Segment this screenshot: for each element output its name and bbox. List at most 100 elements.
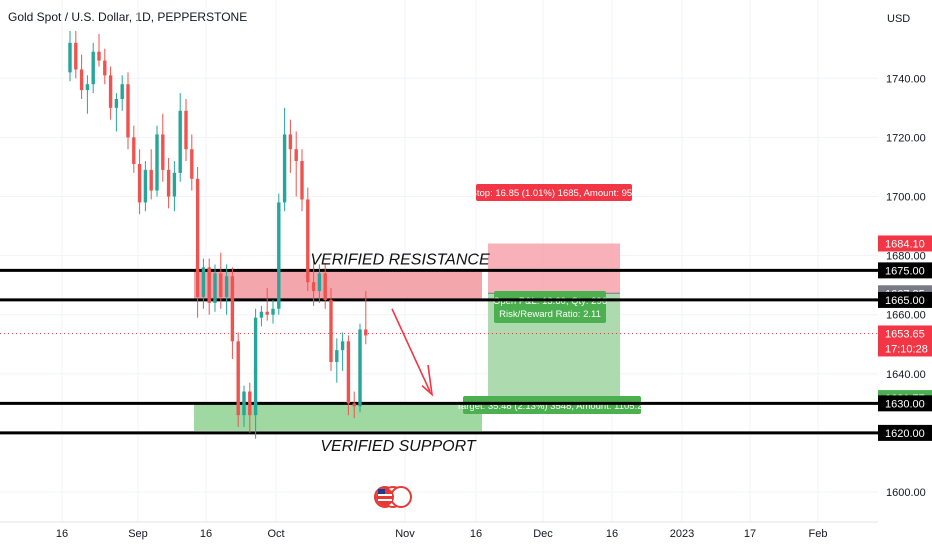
x-tick-label: 16	[200, 528, 212, 540]
price-tag-box	[878, 325, 932, 342]
axis-unit: USD	[887, 13, 910, 25]
x-tick-label: 16	[606, 528, 618, 540]
candle-body	[282, 134, 287, 203]
annotations: VERIFIED RESISTANCE VERIFIED SUPPORT	[310, 251, 490, 455]
candle-body	[300, 161, 304, 200]
candle-body	[68, 42, 72, 73]
price-tag-box	[878, 291, 932, 308]
candle-body	[277, 202, 281, 309]
candle-body	[137, 163, 142, 203]
x-tick-label: Oct	[267, 528, 284, 540]
arrow-head	[421, 364, 434, 397]
candle-body	[195, 178, 200, 297]
candle-body	[166, 169, 171, 197]
candle-body	[91, 51, 95, 85]
candle-body	[201, 267, 206, 297]
price-tag: 17:10:28	[885, 343, 928, 355]
rr-label: Risk/Reward Ratio: 2.11	[499, 309, 601, 320]
candle-body	[219, 273, 223, 297]
y-tick-label: 1740.00	[886, 73, 926, 85]
candle-body	[242, 391, 246, 416]
y-tick-label: 1660.00	[886, 310, 926, 322]
candle-body	[265, 311, 269, 315]
candle-body	[294, 149, 298, 162]
candle-body	[352, 403, 356, 407]
y-tick-label: 1600.00	[886, 487, 926, 499]
stop-area	[488, 243, 620, 294]
candle-body	[143, 169, 148, 203]
x-tick-label: 2023	[670, 528, 694, 540]
candle-body	[358, 329, 362, 407]
candle-body	[329, 299, 333, 362]
candle-body	[288, 134, 293, 150]
candle-body	[149, 169, 153, 191]
target-label-box	[463, 396, 641, 414]
candle-body	[230, 276, 235, 342]
resistance-zone	[194, 270, 482, 300]
x-tick-label: 16	[56, 528, 68, 540]
x-tick-label: 17	[744, 528, 756, 540]
price-tag-box	[878, 262, 932, 279]
candle-body	[85, 84, 90, 91]
price-tag-box	[878, 395, 932, 412]
horizontal-lines	[0, 268, 878, 435]
candle-body	[97, 51, 101, 61]
candle-body	[79, 69, 84, 91]
x-tick-label: Nov	[395, 528, 415, 540]
price-tag-box	[878, 424, 932, 441]
candle-body	[114, 98, 119, 108]
x-tick-label: Feb	[809, 528, 828, 540]
x-tick-label: 16	[470, 528, 482, 540]
candle-body	[172, 172, 177, 197]
price-tag-box	[878, 340, 932, 357]
candle-body	[132, 137, 136, 164]
candle-body	[74, 42, 78, 70]
y-tick-label: 1680.00	[886, 251, 926, 263]
candle-body	[323, 273, 327, 300]
price-tag: 1630.00	[885, 398, 925, 410]
us-flag-icon	[374, 486, 412, 508]
y-tick-label: 1640.00	[886, 369, 926, 381]
stop-label-box	[476, 184, 632, 201]
flag-stripe	[378, 494, 392, 496]
grid	[0, 0, 878, 522]
candle-body	[190, 149, 194, 179]
y-tick-label: 1720.00	[886, 132, 926, 144]
projection-arrow	[391, 308, 431, 392]
candle-body	[108, 75, 113, 108]
candle-body	[311, 282, 316, 292]
stop-label: Stop: 16.85 (1.01%) 1685, Amount: 950	[471, 188, 638, 199]
candle-body	[364, 329, 368, 336]
support-label: VERIFIED SUPPORT	[320, 438, 477, 455]
candle-body	[346, 341, 351, 404]
candle-body	[306, 199, 310, 283]
candle-body	[184, 110, 188, 150]
price-tag-box	[878, 235, 932, 252]
candle-body	[178, 110, 182, 173]
candle-body	[224, 276, 229, 297]
candle-body	[207, 267, 211, 303]
candle-body	[259, 311, 264, 318]
zones	[194, 270, 482, 431]
price-axis: USD 1600.00 1620.00 1640.00 1660.00 1680.00 17…	[886, 13, 926, 499]
time-axis: 16 Sep 16 Oct Nov 16 Dec 16 2023 17 Feb	[0, 521, 878, 540]
candle-body	[248, 391, 252, 416]
candle-body	[253, 317, 258, 416]
support-zone	[194, 403, 482, 431]
price-tag: 1665.00	[885, 295, 925, 307]
candle-body	[236, 341, 240, 416]
candle-body	[126, 84, 130, 138]
candle-body	[335, 350, 339, 362]
price-tag: 1684.10	[885, 238, 925, 250]
candle-body	[161, 134, 165, 170]
candle-body	[213, 273, 217, 303]
candle-body	[340, 341, 345, 351]
flag-canton	[378, 489, 385, 494]
candle-body	[155, 134, 159, 191]
price-tag: 1675.00	[885, 265, 925, 277]
candle-body	[120, 84, 124, 99]
x-tick-label: Sep	[128, 528, 148, 540]
candle-body	[271, 308, 275, 315]
candle-body	[317, 273, 322, 292]
